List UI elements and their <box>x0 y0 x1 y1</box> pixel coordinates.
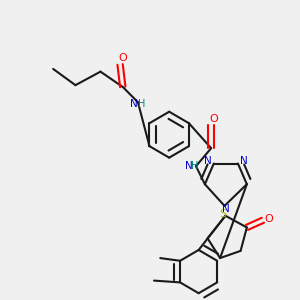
Text: N: N <box>240 156 248 166</box>
Text: O: O <box>264 214 273 224</box>
Text: O: O <box>209 114 218 124</box>
Text: O: O <box>118 53 127 63</box>
Text: N: N <box>221 204 229 214</box>
Text: N: N <box>130 99 138 109</box>
Text: N: N <box>184 161 192 171</box>
Text: S: S <box>220 209 227 219</box>
Text: H: H <box>191 161 199 171</box>
Text: H: H <box>138 99 146 109</box>
Text: N: N <box>204 156 212 166</box>
